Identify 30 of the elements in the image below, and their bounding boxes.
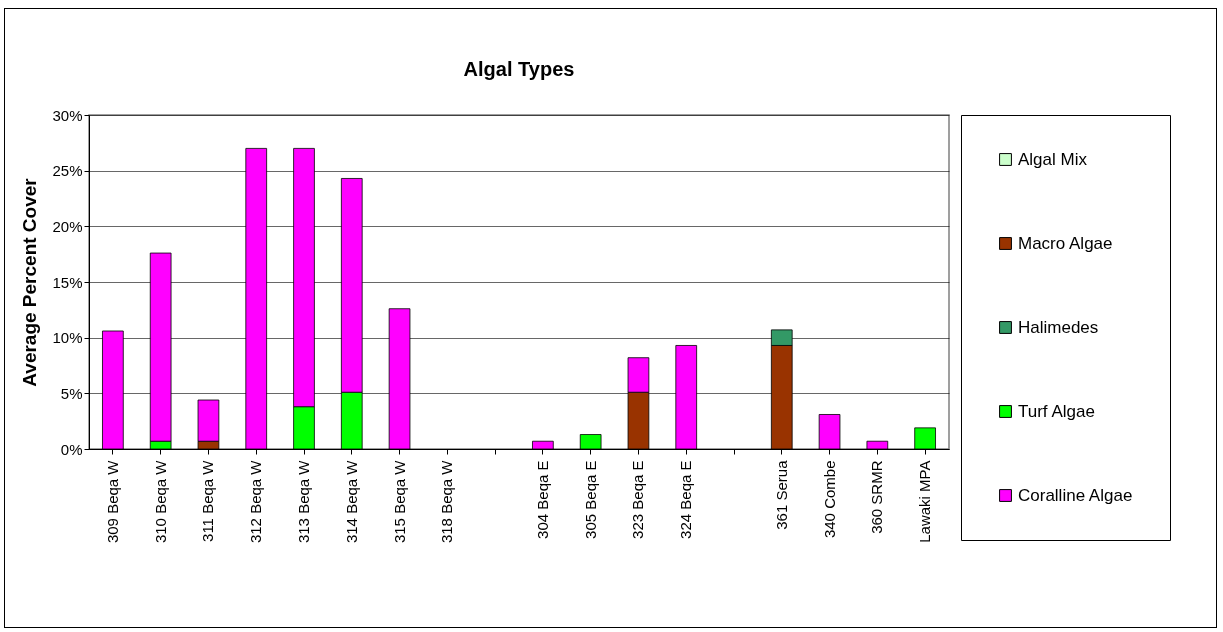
y-tick-label: 10% xyxy=(52,329,83,347)
x-tick-label: 324 Beqa E xyxy=(677,460,695,539)
legend-label: Turf Algae xyxy=(1018,401,1095,421)
y-tick-label: 5% xyxy=(60,384,83,402)
x-tick-label: 309 Beqa W xyxy=(103,459,121,544)
legend-label: Coralline Algae xyxy=(1018,485,1133,505)
x-tick-label: 323 Beqa E xyxy=(629,460,647,539)
chart-title: Algal Types xyxy=(463,58,575,80)
y-tick-label: 0% xyxy=(60,440,83,458)
legend-label: Macro Algae xyxy=(1018,233,1113,253)
legend-label: Halimedes xyxy=(1018,317,1099,337)
x-tick-label: 314 Beqa W xyxy=(342,459,360,544)
x-tick-label: 311 Beqa W xyxy=(199,459,217,542)
y-tick-label: 30% xyxy=(52,106,83,124)
y-axis-title: Average Percent Cover xyxy=(19,177,41,387)
y-tick-label: 25% xyxy=(52,162,83,180)
x-tick-label: 304 Beqa E xyxy=(533,460,551,539)
x-tick-label: 340 Combe xyxy=(820,460,838,539)
legend-label: Algal Mix xyxy=(1018,149,1088,169)
x-tick-label: 360 SRMR xyxy=(868,460,886,534)
x-tick-label: 312 Beqa W xyxy=(247,459,265,544)
y-tick-label: 15% xyxy=(52,273,83,291)
x-tick-label: 315 Beqa W xyxy=(390,459,408,544)
x-tick-label: 361 Serua xyxy=(772,459,790,530)
x-tick-label: 318 Beqa W xyxy=(438,459,456,544)
x-tick-label: 305 Beqa E xyxy=(581,460,599,539)
x-tick-label: 310 Beqa W xyxy=(151,459,169,544)
x-tick-label: Lawaki MPA xyxy=(916,460,934,543)
y-tick-label: 20% xyxy=(52,217,83,235)
x-tick-label: 313 Beqa W xyxy=(295,459,312,544)
